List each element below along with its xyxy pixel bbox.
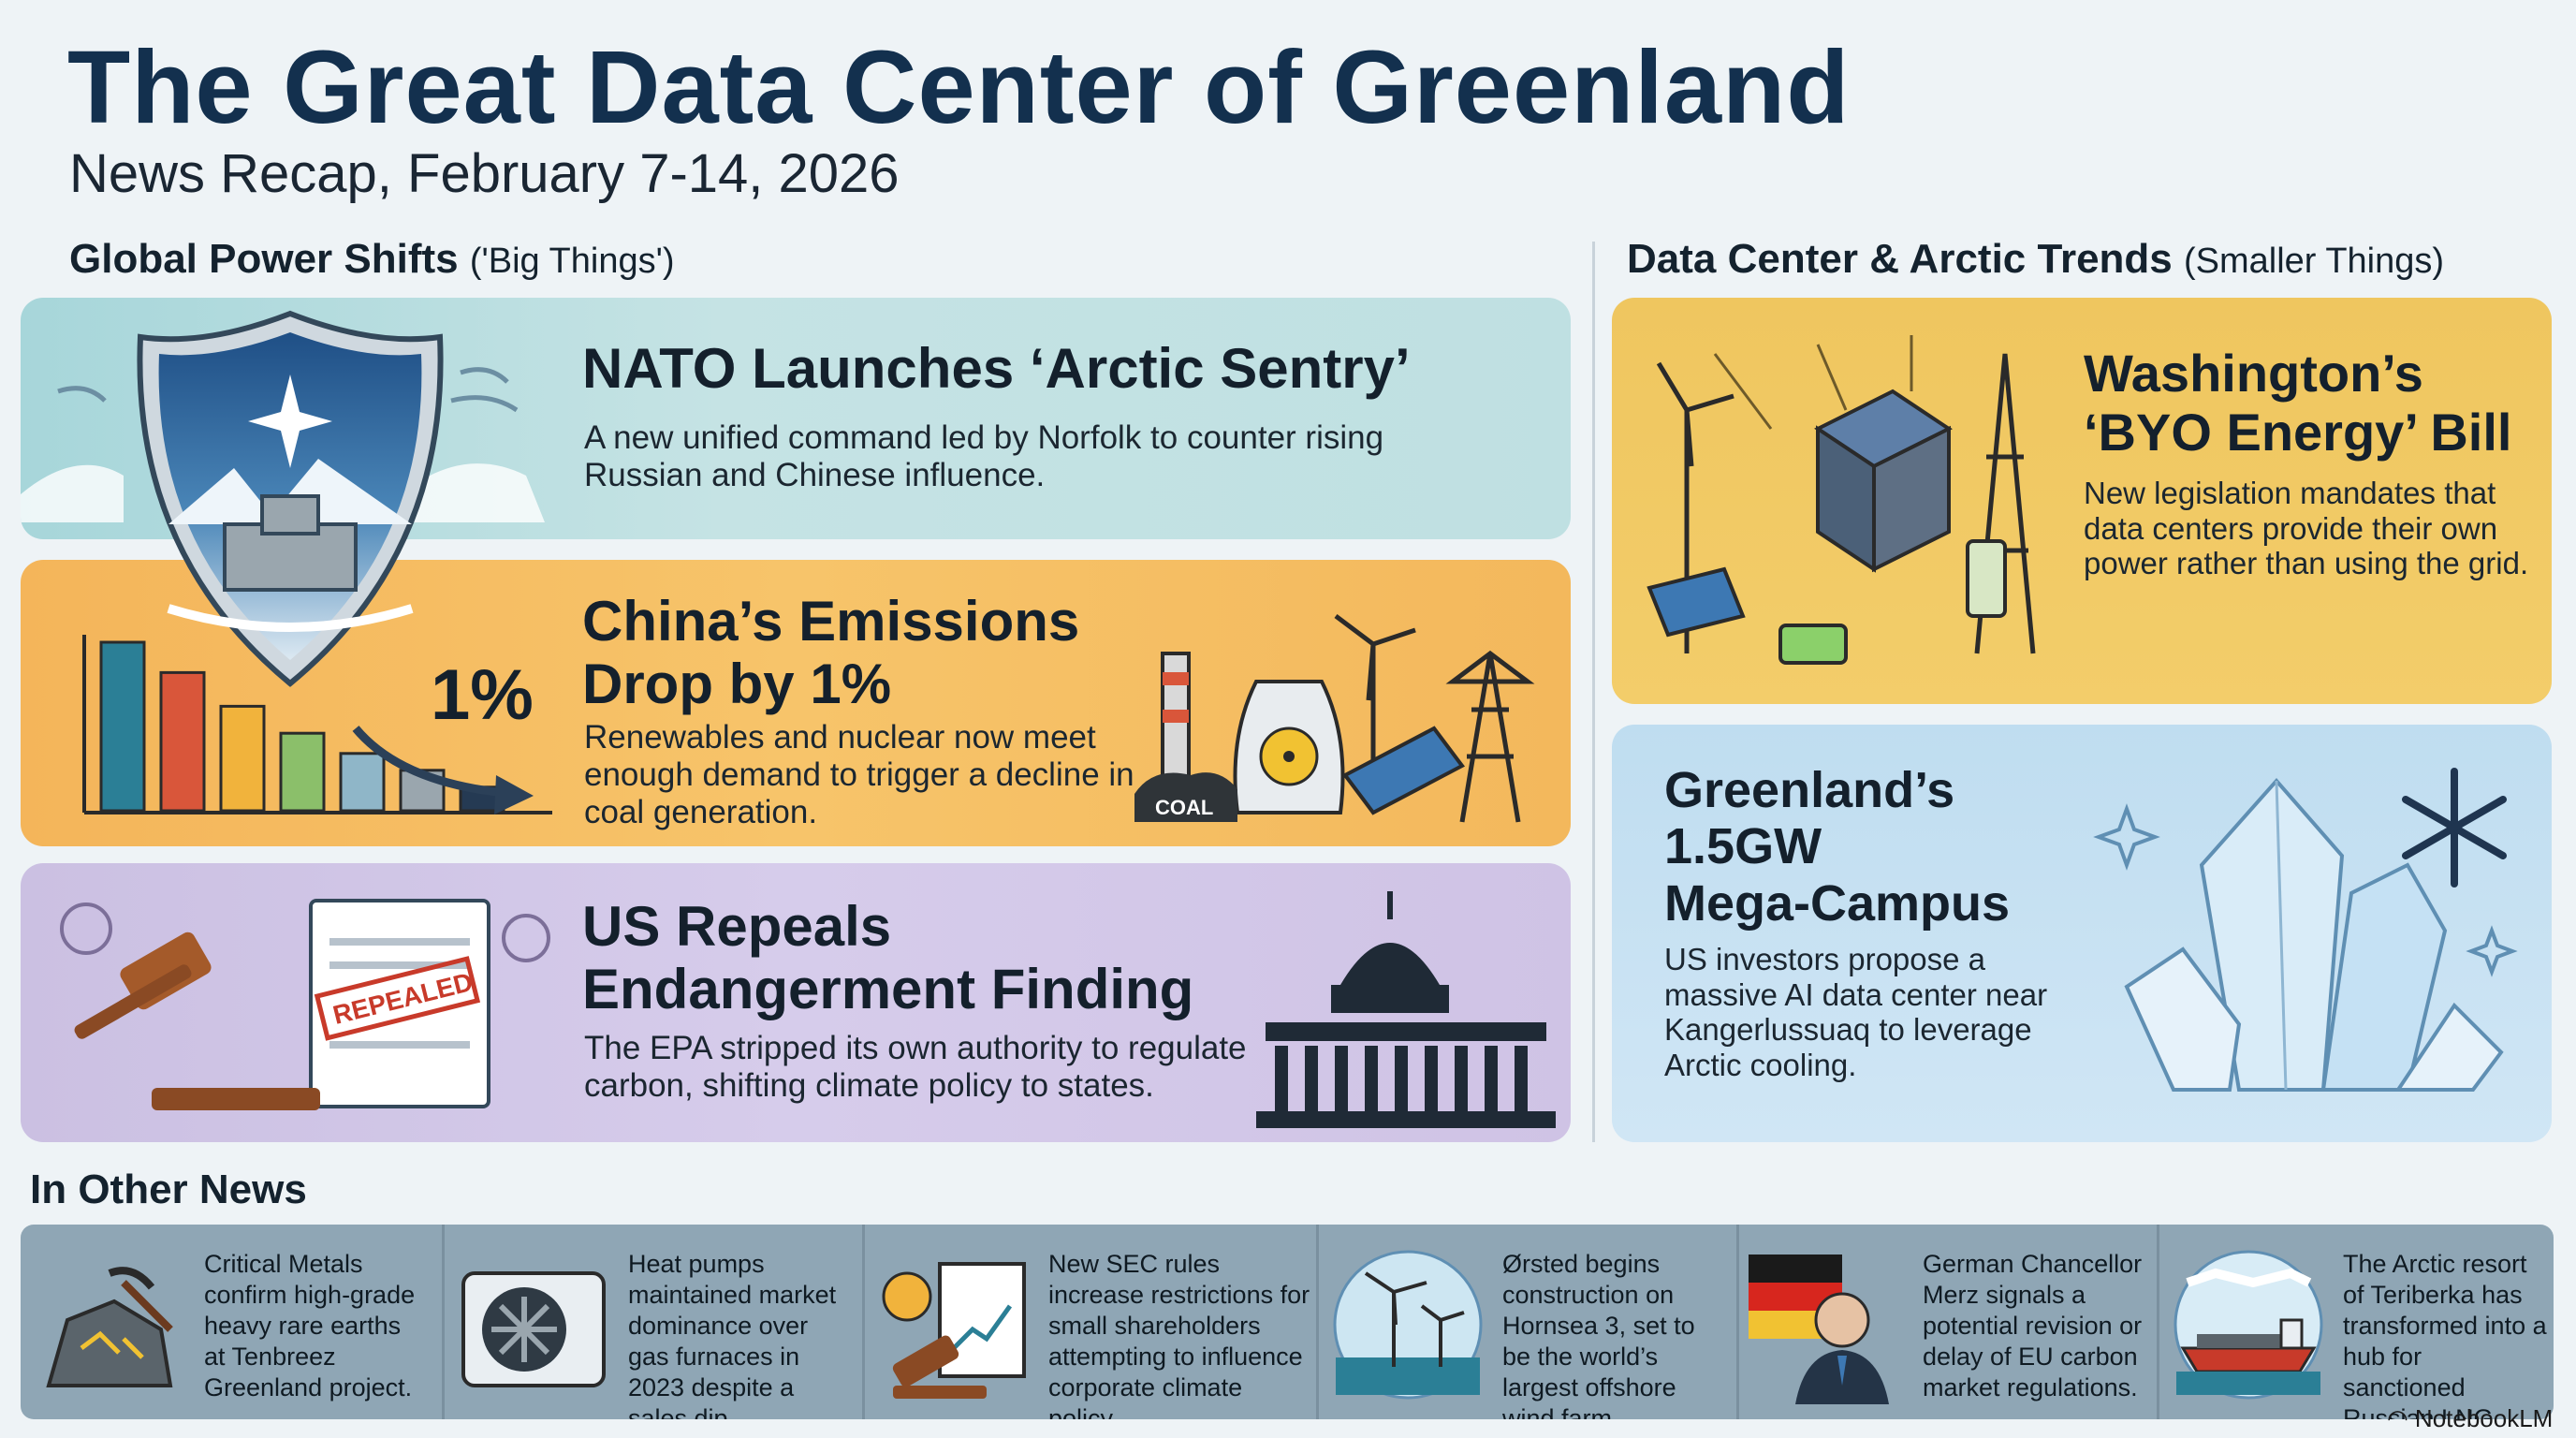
card-washington: Washington’s ‘BYO Energy’ Bill New legis… — [1612, 298, 2552, 704]
news-divider — [1316, 1225, 1319, 1419]
news-item-text: Ørsted begins construction on Hornsea 3,… — [1502, 1250, 1695, 1419]
card-nato-body: A new unified command led by Norfolk to … — [584, 419, 1384, 493]
news-item: German Chancellor Merz signals a potenti… — [1739, 1225, 2157, 1419]
card-china: China’s Emissions Drop by 1% Renewables … — [21, 560, 1571, 846]
emissions-bar — [219, 704, 266, 813]
arctic-decoration-icon — [21, 367, 545, 522]
news-divider — [862, 1225, 865, 1419]
page-title: The Great Data Center of Greenland — [67, 30, 1851, 145]
card-green-title-line1: Greenland’s — [1664, 762, 1955, 818]
card-china-title: China’s Emissions Drop by 1% — [582, 590, 1079, 715]
power-plant-icon: COAL — [1134, 614, 1535, 823]
news-item-text: New SEC rules increase restrictions for … — [1048, 1250, 1310, 1419]
card-wash-title: Washington’s ‘BYO Energy’ Bill — [2084, 344, 2512, 462]
card-wash-title-line2: ‘BYO Energy’ Bill — [2084, 402, 2512, 462]
section-note-trends: (Smaller Things) — [2184, 242, 2445, 281]
lng-tanker-icon — [2174, 1250, 2323, 1400]
news-item-text: Critical Metals confirm high-grade heavy… — [204, 1250, 416, 1401]
card-us-body: The EPA stripped its own authority to re… — [584, 1030, 1247, 1104]
card-green-body: US investors propose a massive AI data c… — [1664, 942, 2048, 1082]
card-green-title: Greenland’s 1.5GW Mega-Campus — [1664, 762, 2010, 932]
brand-label: ◠ NotebookLM — [2387, 1404, 2553, 1433]
card-us-title-line2: Endangerment Finding — [582, 958, 1194, 1021]
section-title-global-text: Global Power Shifts — [69, 236, 459, 282]
section-title-other-news: In Other News — [30, 1167, 307, 1212]
emissions-bar — [99, 640, 146, 813]
ice-crystal-icon — [2093, 768, 2518, 1092]
news-item: Critical Metals confirm high-grade heavy… — [21, 1225, 440, 1419]
page-subtitle: News Recap, February 7-14, 2026 — [69, 143, 900, 204]
chancellor-icon — [1749, 1255, 1889, 1404]
rare-earth-ore-icon — [46, 1267, 173, 1387]
news-divider — [442, 1225, 445, 1419]
heat-pump-icon — [461, 1271, 606, 1387]
news-item: Ørsted begins construction on Hornsea 3,… — [1319, 1225, 1736, 1419]
emissions-bar — [159, 670, 206, 813]
data-center-energy-icon — [1647, 335, 2036, 665]
card-china-title-line2: Drop by 1% — [582, 653, 892, 716]
section-note-global: ('Big Things') — [469, 242, 675, 281]
card-us-title: US Repeals Endangerment Finding — [582, 895, 1193, 1020]
card-greenland: Greenland’s 1.5GW Mega-Campus US investo… — [1612, 725, 2552, 1142]
card-green-title-line2: 1.5GW — [1664, 818, 1822, 875]
emissions-bar — [279, 731, 326, 813]
card-wash-body: New legislation mandates that data cente… — [2084, 476, 2529, 581]
column-divider — [1592, 242, 1595, 1142]
news-divider — [1736, 1225, 1739, 1419]
news-item-text: The Arctic resort of Teriberka has trans… — [2343, 1250, 2547, 1419]
card-green-title-line3: Mega-Campus — [1664, 874, 2011, 932]
news-item-text: German Chancellor Merz signals a potenti… — [1923, 1250, 2143, 1401]
news-item: Heat pumps maintained market dominance o… — [445, 1225, 862, 1419]
emissions-chart-icon: 1% — [82, 635, 552, 814]
capitol-building-icon — [1256, 891, 1556, 1128]
notebooklm-logo-icon: ◠ — [2387, 1404, 2408, 1432]
nato-shield-icon — [137, 310, 444, 687]
card-us-title-line1: US Repeals — [582, 895, 892, 958]
section-title-trends-text: Data Center & Arctic Trends — [1627, 236, 2173, 282]
news-divider — [2157, 1225, 2159, 1419]
sec-gavel-icon — [882, 1262, 1026, 1399]
emissions-bar — [339, 752, 386, 813]
section-title-trends: Data Center & Arctic Trends (Smaller Thi… — [1627, 236, 2444, 283]
news-item: New SEC rules increase restrictions for … — [865, 1225, 1316, 1419]
card-china-title-line1: China’s Emissions — [582, 590, 1080, 653]
card-nato-title: NATO Launches ‘Arctic Sentry’ — [582, 337, 1411, 400]
brand-text: NotebookLM — [2414, 1404, 2554, 1432]
news-item: The Arctic resort of Teriberka has trans… — [2159, 1225, 2554, 1419]
section-title-global: Global Power Shifts ('Big Things') — [69, 236, 675, 283]
card-us-repeals: US Repeals Endangerment Finding The EPA … — [21, 863, 1571, 1142]
news-bar: Critical Metals confirm high-grade heavy… — [21, 1225, 2554, 1419]
emissions-percent-label: 1% — [431, 655, 534, 735]
card-china-body: Renewables and nuclear now meet enough d… — [584, 719, 1134, 830]
news-item-text: Heat pumps maintained market dominance o… — [628, 1250, 837, 1419]
coal-label: COAL — [1155, 796, 1213, 819]
card-wash-title-line1: Washington’s — [2084, 344, 2423, 403]
offshore-wind-icon — [1333, 1250, 1483, 1400]
repeal-document-icon: REPEALED — [60, 899, 550, 1110]
